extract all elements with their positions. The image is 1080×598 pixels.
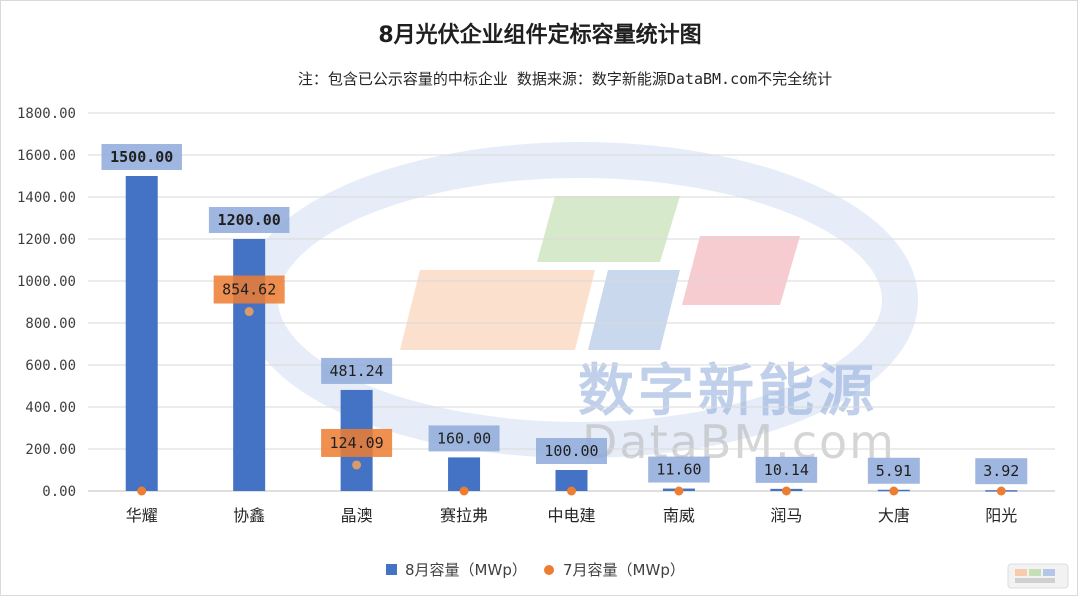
bar: [448, 457, 481, 491]
x-category-label: 阳光: [985, 506, 1017, 525]
logo-tile-3: [1043, 569, 1055, 576]
bar-label-box: [975, 458, 1028, 485]
watermark-tile-green: [537, 196, 680, 262]
legend-swatch-jul: [544, 565, 554, 575]
bar-data-label: 1500.00: [110, 148, 173, 166]
bar-data-label: 10.14: [764, 461, 809, 479]
bar-label-box: [867, 457, 920, 484]
point-series: [137, 307, 1006, 496]
point: [674, 486, 684, 496]
y-tick-label: 800.00: [25, 316, 76, 332]
point: [781, 486, 791, 496]
point: [459, 486, 469, 496]
x-axis: 华耀 协鑫 晶澳 赛拉弗 中电建 南威 润马 大唐 阳光: [126, 506, 1018, 525]
y-tick-label: 1000.00: [17, 274, 76, 290]
watermark-tile-red: [682, 236, 800, 305]
point: [352, 460, 362, 470]
point: [244, 307, 254, 317]
bar-data-label: 1200.00: [218, 211, 281, 229]
point-data-label: 124.09: [330, 434, 384, 452]
watermark-en: DataBM.com: [582, 415, 896, 469]
x-category-label: 赛拉弗: [440, 506, 488, 525]
x-category-label: 晶澳: [341, 506, 373, 525]
point: [567, 486, 576, 496]
bar-label-box: [755, 456, 818, 483]
bar-label-box: [428, 425, 500, 452]
watermark-tile-blue: [588, 270, 680, 350]
bar-label-box: [648, 456, 710, 483]
bar-data-label: 3.92: [983, 462, 1019, 480]
bar-label-box: [536, 438, 607, 464]
watermark-tile-orange: [400, 270, 595, 350]
y-tick-label: 1600.00: [17, 148, 76, 164]
legend: 8月容量（MWp） 7月容量（MWp）: [386, 561, 685, 579]
point-label-box: [213, 275, 285, 304]
x-category-label: 华耀: [126, 506, 158, 525]
bar-data-label: 5.91: [876, 462, 912, 480]
x-category-label: 大唐: [878, 506, 910, 525]
logo: [1007, 563, 1069, 589]
bar-data-label: 100.00: [544, 442, 598, 460]
watermark-cn: 数字新能源: [578, 359, 878, 424]
point-data-label: 854.62: [222, 281, 276, 299]
y-tick-label: 1400.00: [17, 190, 76, 206]
point: [137, 486, 147, 496]
point: [889, 486, 899, 496]
bar-data-label: 11.60: [656, 461, 701, 479]
bar-label-box: [321, 357, 393, 384]
legend-label-jul: 7月容量（MWp）: [563, 561, 685, 579]
x-category-label: 中电建: [547, 506, 595, 525]
y-tick-label: 400.00: [25, 400, 76, 416]
point-label-box: [321, 428, 393, 457]
x-category-label: 润马: [770, 506, 802, 525]
bar-data-label: 481.24: [330, 362, 384, 380]
y-tick-label: 200.00: [25, 442, 76, 458]
logo-tile-2: [1029, 569, 1041, 576]
point: [996, 486, 1006, 496]
logo-bar: [1015, 578, 1055, 583]
y-tick-label: 0.00: [42, 484, 76, 500]
legend-label-aug: 8月容量（MWp）: [405, 561, 527, 579]
x-category-label: 协鑫: [233, 506, 265, 525]
y-tick-label: 1800.00: [17, 106, 76, 122]
logo-tile-1: [1015, 569, 1027, 576]
bar-label-box: [101, 144, 182, 170]
y-tick-label: 1200.00: [17, 232, 76, 248]
y-axis: 0.00 200.00 400.00 600.00 800.00 1000.00 1200.…: [17, 106, 76, 500]
bar: [555, 470, 588, 491]
y-tick-label: 600.00: [25, 358, 76, 374]
bar: [125, 176, 158, 491]
data-labels: 1500.00 1200.00 854.62 481.24 124.09 160.00 10…: [101, 144, 1028, 485]
legend-swatch-aug: [386, 564, 397, 575]
bar-label-box: [208, 207, 290, 233]
chart-subtitle: 注：包含已公示容量的中标企业 数据来源：数字新能源DataBM.com不完全统计: [298, 70, 832, 88]
chart-title: 8月光伏企业组件定标容量统计图: [378, 22, 701, 48]
x-category-label: 南威: [663, 506, 695, 525]
bar-data-label: 160.00: [437, 429, 491, 447]
